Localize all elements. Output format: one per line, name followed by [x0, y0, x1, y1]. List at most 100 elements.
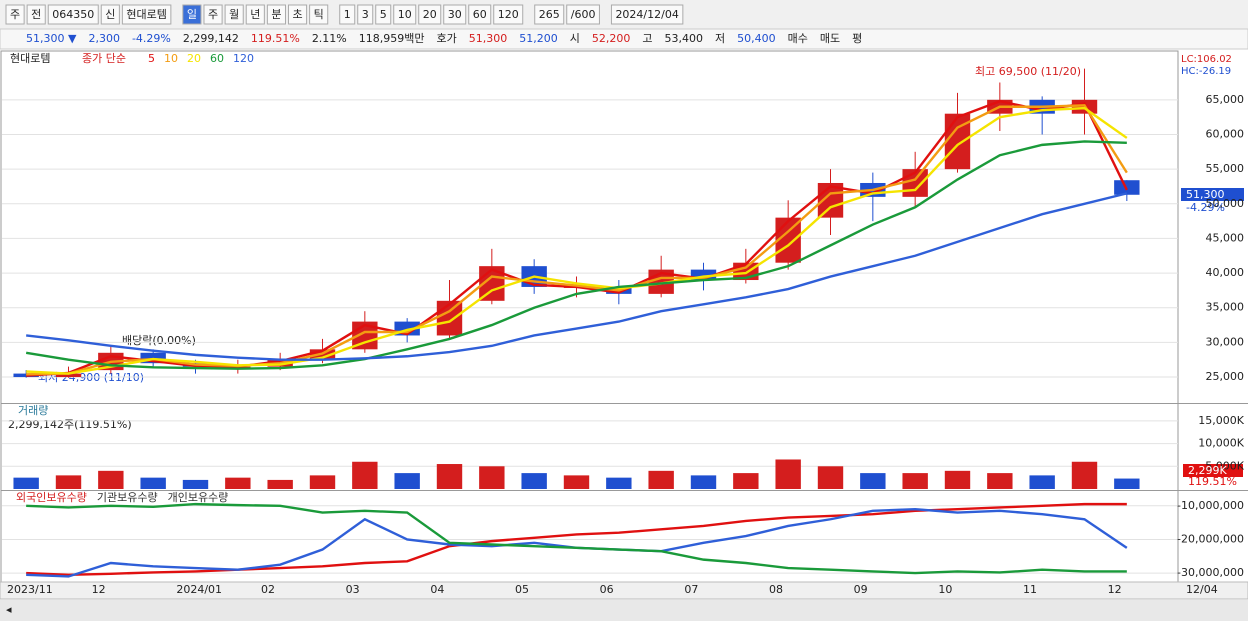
info-item: 51,300 ▼ — [26, 32, 77, 45]
y-tick-label: 60,000 — [1206, 127, 1245, 140]
value-label: 2,299K — [1188, 464, 1227, 477]
toolbar-button[interactable] — [534, 4, 565, 25]
line-series — [26, 192, 1128, 361]
toolbar-item[interactable]: 120 — [498, 8, 519, 21]
toolbar-item[interactable]: 틱 — [314, 8, 324, 21]
candle-body — [436, 300, 463, 336]
legend-entry: 개인보유수량 — [168, 491, 229, 504]
toolbar-button[interactable] — [418, 4, 442, 25]
toolbar-item[interactable]: 60 — [473, 8, 487, 21]
y-tick-label: 50,000 — [1206, 197, 1245, 210]
toolbar-item[interactable]: 년 — [250, 8, 260, 21]
info-item: 2,300 — [88, 32, 120, 45]
toolbar-item[interactable]: 일 — [187, 7, 197, 21]
info-item: 호가 — [437, 32, 457, 45]
toolbar-button[interactable] — [245, 4, 265, 25]
info-item: 52,200 — [592, 32, 631, 45]
toolbar-item[interactable]: 초 — [292, 8, 302, 21]
toolbar-button[interactable] — [26, 4, 46, 25]
annotation: 최고 69,500 (11/20) — [975, 65, 1081, 78]
last-change: -4.29% — [1186, 201, 1225, 214]
candle-body — [690, 269, 717, 281]
toolbar-item[interactable]: /600 — [571, 8, 596, 21]
x-end-label: 12/04 — [1186, 583, 1218, 596]
toolbar-item[interactable]: 현대로템 — [126, 8, 166, 21]
legend-entry: 기관보유수량 — [97, 491, 158, 504]
volume-bar — [987, 473, 1013, 489]
y-tick-label: 5,000K — [1205, 459, 1244, 472]
line-series — [25, 140, 1127, 370]
toolbar-button[interactable] — [357, 4, 374, 25]
y-tick-label: -30,000,000 — [1177, 566, 1244, 579]
toolbar-item[interactable]: 1 — [344, 8, 351, 21]
volume-bar — [690, 475, 717, 489]
toolbar-button[interactable] — [182, 4, 202, 25]
toolbar-button[interactable] — [493, 4, 524, 25]
volume-bar — [1029, 475, 1055, 489]
toolbar-item[interactable]: 전 — [31, 8, 41, 21]
toolbar-button[interactable] — [393, 4, 417, 25]
toolbar-item[interactable]: 30 — [448, 8, 462, 21]
toolbar-button[interactable] — [443, 4, 467, 25]
toolbar-item[interactable]: 분 — [271, 8, 281, 21]
volume-bar — [648, 470, 674, 489]
y-tick-label: 25,000 — [1206, 370, 1245, 383]
x-tick-label: 06 — [600, 583, 614, 596]
toolbar-item[interactable]: 265 — [539, 8, 560, 21]
info-item: 2,299,142 — [183, 32, 239, 45]
toolbar-button[interactable] — [309, 4, 329, 25]
toolbar-item[interactable]: 주 — [10, 8, 20, 21]
lc-label: LC:106.02 — [1181, 54, 1232, 65]
legend-prefix: 종가 단순 — [82, 52, 126, 65]
volume-bar — [140, 477, 166, 489]
x-tick-label: 03 — [346, 583, 360, 596]
toolbar-item[interactable]: 2024/12/04 — [615, 8, 678, 21]
toolbar-item[interactable]: 신 — [105, 8, 115, 21]
x-tick-label: 02 — [261, 583, 275, 596]
toolbar-button[interactable] — [566, 4, 600, 25]
toolbar-button[interactable] — [5, 4, 25, 25]
info-item: 매도 — [820, 32, 840, 45]
toolbar-button[interactable] — [47, 4, 99, 25]
x-tick-label: 12 — [1108, 583, 1122, 596]
y-tick-label: 30,000 — [1206, 335, 1245, 348]
scrollbar[interactable] — [0, 600, 1248, 621]
toolbar-item[interactable]: 주 — [208, 8, 218, 21]
volume-bar — [55, 475, 82, 489]
x-tick-label: 2023/11 — [7, 583, 53, 596]
volume-bar — [606, 477, 632, 489]
toolbar-button[interactable] — [375, 4, 392, 25]
volume-bar — [563, 475, 590, 489]
volume-bar — [521, 473, 547, 489]
info-item: 118,959백만 — [359, 32, 425, 45]
toolbar-button[interactable] — [287, 4, 308, 25]
x-tick-label: 10 — [938, 583, 952, 596]
toolbar-item[interactable]: 064350 — [52, 8, 94, 21]
toolbar-item[interactable]: 3 — [362, 8, 369, 21]
volume-bar — [436, 464, 463, 489]
toolbar-button[interactable] — [468, 4, 492, 25]
toolbar-button[interactable] — [339, 4, 356, 25]
toolbar-button[interactable] — [203, 4, 223, 25]
toolbar-button[interactable] — [266, 4, 286, 25]
toolbar-item[interactable]: 20 — [423, 8, 437, 21]
toolbar-item[interactable]: 10 — [398, 8, 412, 21]
volume-bar — [817, 466, 844, 489]
legend-entry: 5 — [148, 52, 155, 65]
info-item: -4.29% — [132, 32, 171, 45]
toolbar-item[interactable]: 5 — [380, 8, 387, 21]
toolbar-button[interactable] — [224, 4, 244, 25]
y-tick-label: 45,000 — [1206, 231, 1245, 244]
toolbar-button[interactable] — [100, 4, 120, 25]
y-tick-label: -20,000,000 — [1177, 532, 1244, 545]
scroll-left[interactable]: ◂ — [6, 603, 12, 616]
toolbar-item[interactable]: 월 — [229, 8, 239, 21]
volume-bar — [733, 473, 759, 489]
toolbar-button[interactable] — [121, 4, 172, 25]
y-tick-label: 35,000 — [1206, 301, 1245, 314]
y-tick-label: 40,000 — [1206, 266, 1245, 279]
toolbar-button[interactable] — [610, 4, 684, 25]
line-series — [26, 104, 1128, 376]
volume-bar — [902, 473, 928, 489]
